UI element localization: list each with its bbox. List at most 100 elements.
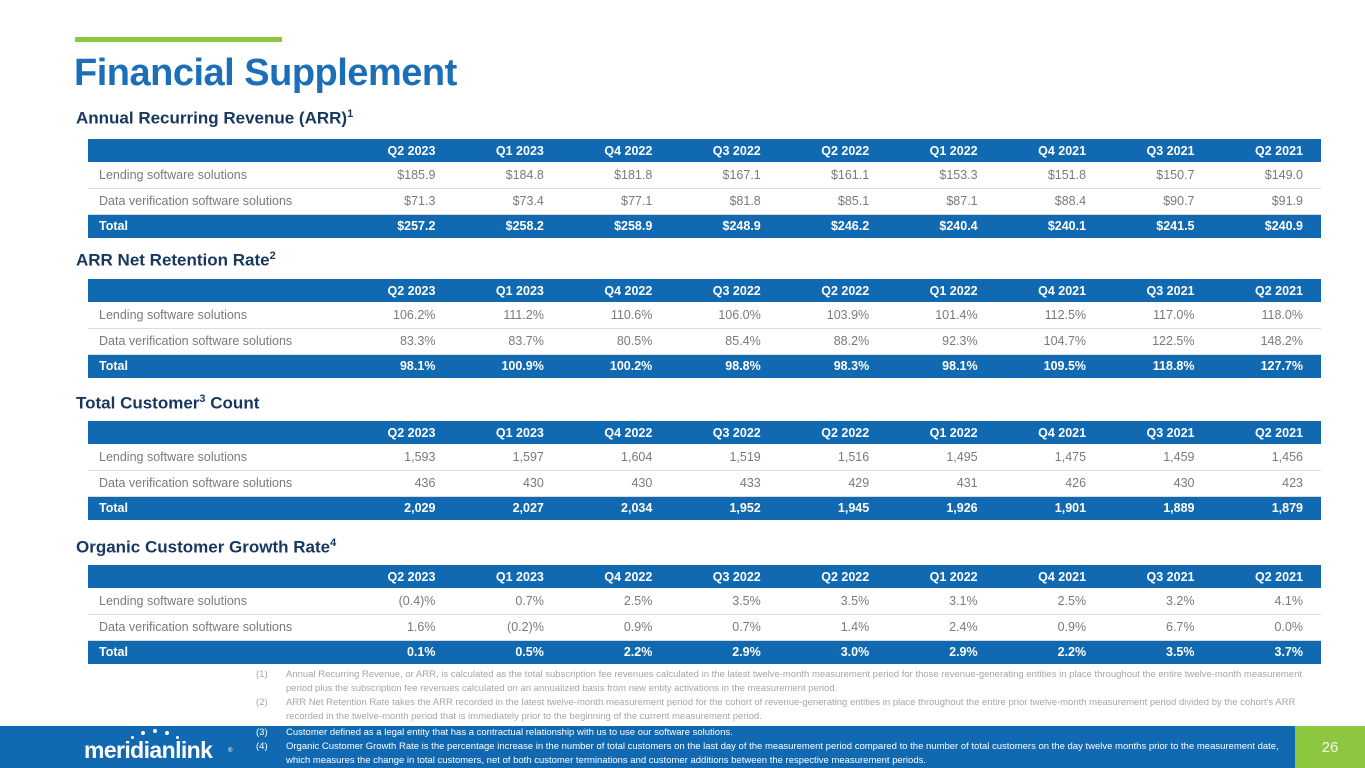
column-header: Q2 2022 [778,565,888,588]
cell-value: $151.8 [995,162,1105,189]
column-header: Q4 2021 [995,421,1105,444]
cell-value: 3.1% [887,588,996,615]
cell-value: (0.4)% [345,588,454,615]
table-header-row: Q2 2023 Q1 2023 Q4 2022 Q3 2022 Q2 2022 Q1 20… [88,279,1321,302]
logo-dot-icon [165,731,169,735]
column-header: Q2 2023 [345,279,454,302]
section-heading-4: Organic Customer Growth Rate4 [76,537,337,557]
cell-value: 429 [778,470,888,497]
total-value: 1,879 [1212,496,1321,520]
total-value: 2.9% [887,640,996,664]
cell-value: 423 [1212,470,1321,497]
logo-wordmark: meridianlink [84,737,213,763]
column-header: Q4 2021 [995,139,1105,162]
logo-dot-icon [131,736,134,739]
total-value: 2.9% [670,640,779,664]
cell-value: $185.9 [345,162,454,189]
column-header: Q1 2023 [453,139,562,162]
cell-value: 92.3% [887,328,996,355]
cell-value: 2.5% [561,588,671,615]
footnote-text: Annual Recurring Revenue, or ARR, is cal… [286,669,1303,694]
cell-value: 1,456 [1212,444,1321,471]
total-value: 109.5% [995,354,1105,378]
table-total-row: Total 2,029 2,027 2,034 1,952 1,945 1,926 1,901… [88,496,1321,520]
column-header: Q2 2022 [778,421,888,444]
cell-value: 1,495 [887,444,996,471]
table-4: Q2 2023 Q1 2023 Q4 2022 Q3 2022 Q2 2022 Q1 20… [88,565,1321,664]
cell-value: 1,519 [670,444,779,471]
total-value: 3.5% [1104,640,1213,664]
cell-value: 104.7% [995,328,1105,355]
total-value: 118.8% [1104,354,1213,378]
cell-value: $73.4 [453,188,562,215]
meridianlink-logo: meridianlink ® [84,728,244,764]
total-value: 1,945 [778,496,888,520]
cell-value: 0.9% [561,614,671,641]
cell-value: $85.1 [778,188,888,215]
total-value: 0.1% [345,640,454,664]
total-value: 2.2% [561,640,671,664]
cell-value: 1,604 [561,444,671,471]
cell-value: 1,516 [778,444,888,471]
cell-value: 433 [670,470,779,497]
table-row: Data verification software solutions 83.3… [88,328,1321,355]
column-header: Q2 2021 [1212,421,1321,444]
cell-value: 118.0% [1212,302,1321,329]
table-row: Data verification software solutions 436 4… [88,470,1321,497]
cell-value: 2.5% [995,588,1105,615]
row-label: Data verification software solutions [88,470,345,497]
column-header: Q2 2023 [345,565,454,588]
cell-value: $149.0 [1212,162,1321,189]
cell-value: 3.2% [1104,588,1213,615]
total-value: 0.5% [453,640,562,664]
column-header: Q4 2021 [995,565,1105,588]
total-label: Total [88,354,345,378]
cell-value: 83.3% [345,328,454,355]
cell-value: $81.8 [670,188,779,215]
cell-value: 111.2% [453,302,562,329]
column-header: Q3 2022 [670,565,779,588]
total-label: Total [88,496,345,520]
cell-value: 85.4% [670,328,779,355]
row-label: Lending software solutions [88,588,345,615]
accent-line [75,37,282,42]
cell-value: 431 [887,470,996,497]
cell-value: $91.9 [1212,188,1321,215]
registered-trademark-icon: ® [228,748,233,754]
total-value: 2,034 [561,496,671,520]
column-header: Q2 2021 [1212,565,1321,588]
footnote-3: (3) Customer defined as a legal entity t… [256,726,1328,740]
section-heading-2: ARR Net Retention Rate2 [76,250,276,270]
total-value: $257.2 [345,214,454,238]
footnote-number: (4) [256,741,268,752]
total-value: 100.9% [453,354,562,378]
column-header: Q2 2023 [345,421,454,444]
row-label: Lending software solutions [88,444,345,471]
column-header: Q2 2021 [1212,279,1321,302]
total-value: $258.2 [453,214,562,238]
column-header: Q1 2023 [453,279,562,302]
column-header: Q3 2022 [670,279,779,302]
total-value: $240.1 [995,214,1105,238]
cell-value: 1,597 [453,444,562,471]
total-value: 127.7% [1212,354,1321,378]
cell-value: $90.7 [1104,188,1213,215]
column-header: Q4 2022 [561,139,671,162]
cell-value: (0.2)% [453,614,562,641]
column-header: Q1 2022 [887,279,996,302]
cell-value: 83.7% [453,328,562,355]
cell-value: $88.4 [995,188,1105,215]
footnote-text: Organic Customer Growth Rate is the perc… [286,741,1279,766]
cell-value: $150.7 [1104,162,1213,189]
footnote-number: (2) [256,697,268,708]
cell-value: 103.9% [778,302,888,329]
cell-value: $167.1 [670,162,779,189]
total-value: $258.9 [561,214,671,238]
footnote-text: Customer defined as a legal entity that … [286,727,733,738]
column-header-blank [88,139,345,162]
total-value: 100.2% [561,354,671,378]
table-header-row: Q2 2023 Q1 2023 Q4 2022 Q3 2022 Q2 2022 Q1 20… [88,565,1321,588]
footnote-number: (3) [256,727,268,738]
cell-value: 0.0% [1212,614,1321,641]
total-value: 1,952 [670,496,779,520]
